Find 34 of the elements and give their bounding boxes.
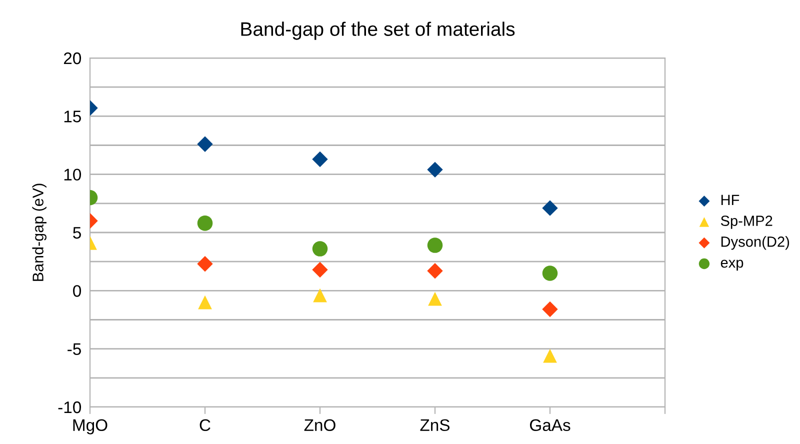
- y-tick-label: 15: [64, 110, 81, 122]
- point: [198, 295, 212, 310]
- legend-label: HF: [721, 194, 740, 205]
- legend-label: Dyson(D2): [721, 236, 790, 250]
- y-axis-title: Band-gap (eV): [32, 184, 46, 281]
- x-tick-label: C: [200, 419, 210, 432]
- point: [427, 238, 443, 253]
- point: [312, 241, 328, 256]
- point: [427, 162, 443, 178]
- point: [428, 292, 442, 306]
- y-tick-label: 5: [73, 227, 81, 239]
- x-tick-label: ZnS: [420, 419, 450, 432]
- legend-label: Sp-MP2: [720, 216, 772, 229]
- y-tick-label: -5: [68, 343, 81, 356]
- point: [427, 263, 443, 279]
- point: [313, 288, 327, 302]
- point: [542, 200, 558, 216]
- point: [197, 216, 213, 231]
- y-tick-label: 20: [64, 52, 82, 64]
- y-tick-label: 10: [64, 168, 82, 181]
- point: [312, 262, 328, 278]
- x-tick-label: ZnO: [304, 419, 336, 432]
- chart-title: Band-gap of the set of materials: [241, 22, 515, 40]
- y-tick-label: 0: [73, 285, 82, 297]
- x-tick-label: MgO: [73, 419, 108, 434]
- point: [312, 151, 328, 168]
- point: [542, 266, 558, 281]
- point: [197, 136, 213, 152]
- legend-label: exp: [720, 260, 744, 271]
- y-tick-label: -10: [58, 401, 82, 414]
- point: [543, 348, 557, 363]
- point: [197, 256, 213, 272]
- x-tick-label: GaAs: [530, 419, 570, 432]
- point: [542, 301, 558, 318]
